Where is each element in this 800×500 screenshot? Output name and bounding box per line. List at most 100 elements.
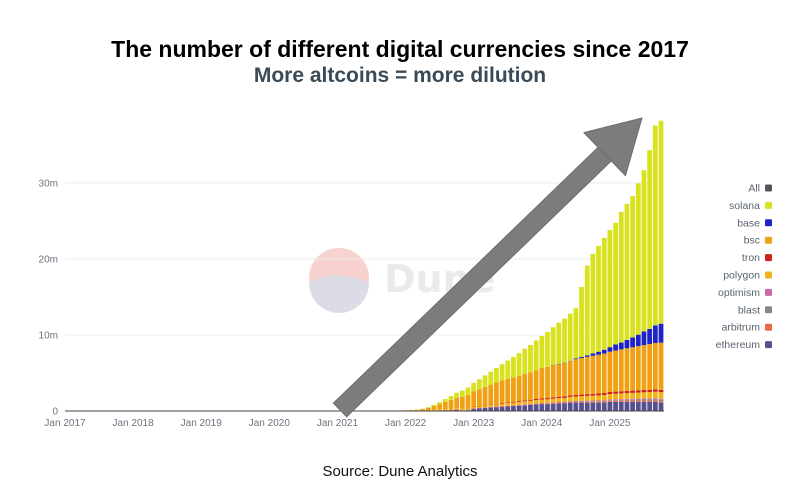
bar-segment-ethereum — [567, 402, 573, 411]
legend-swatch-all[interactable] — [765, 184, 772, 192]
legend[interactable]: All solana base bsc tron polygon optimism blast… — [716, 183, 772, 352]
bar-segment-arbitrum — [630, 400, 636, 402]
bar-segment-solana — [601, 237, 607, 350]
bar-segment-bsc — [584, 356, 590, 395]
bar-segment-optimism — [579, 400, 584, 402]
bar-segment-ethereum — [516, 405, 522, 411]
bar-segment-arbitrum — [652, 400, 658, 402]
bar-segment-solana — [505, 360, 511, 379]
bar-segment-arbitrum — [550, 403, 556, 404]
legend-swatch-polygon[interactable] — [765, 271, 772, 279]
legend-label-arbitrum[interactable]: arbitrum — [721, 322, 760, 334]
bar-segment-polygon — [641, 392, 647, 399]
bar-segment-polygon — [596, 395, 601, 401]
bar-segment-ethereum — [454, 409, 460, 411]
bar-segment-bsc — [454, 397, 460, 409]
bar-segment-optimism — [635, 398, 641, 400]
bar-segment-solana — [573, 308, 579, 359]
bar-segment-bsc — [545, 366, 550, 399]
bar-segment-ethereum — [652, 401, 658, 411]
legend-swatch-bsc[interactable] — [765, 236, 772, 244]
bar-segment-tron — [522, 400, 528, 402]
legend-label-polygon[interactable]: polygon — [723, 270, 760, 282]
bar-segment-polygon — [550, 398, 556, 403]
bar-segment-polygon — [511, 402, 516, 406]
bar-segment-tron — [545, 398, 550, 400]
legend-swatch-solana[interactable] — [765, 201, 772, 209]
x-tick-label: Jan 2024 — [521, 418, 563, 429]
legend-swatch-base[interactable] — [765, 219, 772, 227]
bar-segment-blast — [630, 399, 636, 401]
chart-subtitle: More altcoins = more dilution — [253, 64, 547, 87]
legend-label-tron[interactable]: tron — [742, 252, 760, 264]
bar-segment-polygon — [539, 399, 545, 404]
bar-segment-solana — [448, 396, 454, 400]
bar-segment-solana — [488, 371, 494, 385]
bar-segment-solana — [545, 331, 550, 367]
bar-segment-base — [590, 353, 596, 356]
bar-segment-ethereum — [613, 401, 618, 411]
bar-segment-solana — [618, 211, 624, 343]
bar-segment-tron — [618, 391, 624, 394]
legend-label-base[interactable]: base — [737, 217, 760, 229]
bar-segment-bsc — [505, 378, 511, 403]
bar-segment-solana — [635, 183, 641, 335]
bar-segment-bsc — [590, 355, 596, 394]
bar-segment-ethereum — [528, 404, 533, 411]
bar-segment-solana — [533, 340, 539, 371]
legend-swatch-optimism[interactable] — [765, 288, 772, 296]
bar-segment-ethereum — [550, 403, 556, 411]
bar-segment-tron — [641, 390, 647, 393]
bar-segment-tron — [601, 393, 607, 396]
legend-label-blast[interactable]: blast — [738, 304, 760, 316]
legend-label-bsc[interactable]: bsc — [744, 235, 760, 247]
bar-segment-base — [652, 325, 658, 344]
bars — [335, 120, 664, 412]
bar-segment-bsc — [511, 377, 516, 402]
bar-segment-polygon — [505, 403, 511, 406]
legend-swatch-arbitrum[interactable] — [765, 323, 772, 331]
bar-segment-polygon — [579, 396, 584, 401]
bar-segment-solana — [624, 203, 630, 340]
bar-segment-polygon — [584, 395, 590, 401]
bar-segment-ethereum — [533, 404, 539, 411]
bar-segment-solana — [550, 327, 556, 366]
bar-segment-solana — [641, 170, 647, 332]
bar-segment-ethereum — [601, 402, 607, 411]
bar-segment-polygon — [545, 399, 550, 403]
bar-segment-solana — [425, 407, 431, 408]
bar-segment-arbitrum — [539, 403, 545, 405]
legend-swatch-blast[interactable] — [765, 306, 772, 314]
bar-segment-optimism — [556, 402, 562, 403]
legend-label-solana[interactable]: solana — [729, 200, 760, 212]
bar-segment-ethereum — [562, 403, 567, 411]
bar-segment-solana — [652, 125, 658, 326]
bar-segment-bsc — [647, 344, 653, 390]
bar-segment-blast — [647, 399, 653, 401]
bar-segment-optimism — [641, 398, 647, 400]
bar-segment-tron — [562, 396, 567, 398]
bar-segment-ethereum — [545, 404, 550, 411]
bar-segment-tron — [494, 403, 499, 405]
bar-segment-tron — [573, 394, 579, 397]
x-tick-label: Jan 2023 — [453, 418, 495, 429]
bar-segment-optimism — [590, 400, 596, 402]
bar-segment-arbitrum — [618, 400, 624, 402]
bar-segment-optimism — [613, 399, 618, 400]
bar-segment-polygon — [459, 408, 465, 411]
legend-swatch-ethereum[interactable] — [765, 341, 772, 349]
bar-segment-solana — [471, 382, 477, 392]
bar-segment-solana — [454, 392, 460, 398]
bar-segment-ethereum — [488, 407, 494, 411]
bar-segment-polygon — [573, 396, 579, 401]
bar-segment-arbitrum — [658, 401, 664, 403]
bar-segment-bsc — [613, 350, 618, 392]
legend-label-optimism[interactable]: optimism — [718, 287, 760, 299]
bar-segment-polygon — [590, 395, 596, 401]
bar-segment-polygon — [556, 398, 562, 403]
legend-swatch-tron[interactable] — [765, 254, 772, 262]
bar-segment-solana — [562, 318, 567, 363]
legend-label-ethereum[interactable]: ethereum — [716, 339, 761, 351]
legend-label-all[interactable]: All — [748, 183, 760, 195]
